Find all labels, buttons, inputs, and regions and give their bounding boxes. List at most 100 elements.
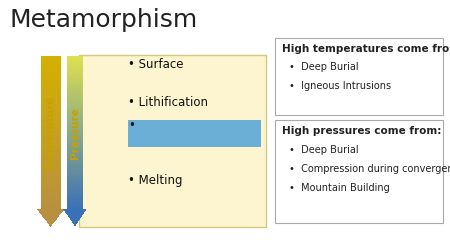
Bar <box>67 125 83 127</box>
Bar <box>40 169 61 171</box>
Bar <box>67 123 83 125</box>
Bar <box>40 97 61 99</box>
Bar <box>65 212 85 213</box>
Bar <box>67 162 83 163</box>
Bar <box>67 78 83 80</box>
Bar <box>67 141 83 142</box>
Bar <box>40 198 61 200</box>
Bar <box>44 218 57 219</box>
Bar <box>67 60 83 62</box>
Bar <box>67 108 83 110</box>
Bar <box>40 190 61 192</box>
Bar <box>67 120 83 121</box>
Bar <box>67 150 83 152</box>
Bar <box>46 221 55 222</box>
Bar <box>40 99 61 101</box>
Text: •  Compression during convergence: • Compression during convergence <box>289 163 450 173</box>
Text: • Surface: • Surface <box>128 58 184 71</box>
Bar <box>71 220 79 221</box>
Bar <box>45 219 57 220</box>
Bar <box>40 196 61 198</box>
Bar <box>67 207 83 209</box>
Bar <box>40 184 61 186</box>
Bar <box>67 110 83 112</box>
Bar <box>67 112 83 114</box>
Bar <box>45 220 56 221</box>
FancyBboxPatch shape <box>274 121 443 223</box>
Bar <box>40 200 61 202</box>
Bar <box>68 215 82 216</box>
Bar <box>65 211 85 212</box>
Bar <box>67 104 83 106</box>
Bar <box>67 158 83 160</box>
FancyBboxPatch shape <box>79 55 266 227</box>
Bar <box>67 181 83 182</box>
Text: • Melting: • Melting <box>128 174 183 187</box>
Bar <box>67 80 83 81</box>
Bar <box>67 205 83 207</box>
Bar <box>67 106 83 108</box>
Bar <box>40 154 61 156</box>
Bar <box>40 112 61 114</box>
Bar <box>40 125 61 127</box>
Text: • Lithification: • Lithification <box>128 96 208 109</box>
Bar <box>40 129 61 131</box>
Bar <box>40 80 61 81</box>
Bar <box>67 198 83 200</box>
Bar <box>40 89 61 91</box>
Bar <box>68 216 82 217</box>
Bar <box>40 150 61 152</box>
Bar <box>39 211 63 212</box>
Bar <box>67 148 83 150</box>
Bar <box>67 154 83 156</box>
Bar <box>67 214 83 215</box>
Bar <box>40 156 61 158</box>
Bar <box>67 89 83 91</box>
Text: Pressure: Pressure <box>70 107 80 159</box>
Bar <box>67 137 83 139</box>
Bar <box>43 217 58 218</box>
Bar <box>67 93 83 95</box>
Bar <box>40 186 61 188</box>
Bar <box>67 194 83 196</box>
Bar <box>40 160 61 162</box>
Bar <box>67 95 83 97</box>
Bar <box>67 160 83 162</box>
Bar <box>67 173 83 175</box>
Bar <box>40 213 61 214</box>
Bar <box>40 62 61 64</box>
Bar <box>40 101 61 102</box>
Bar <box>40 167 61 169</box>
Bar <box>40 177 61 179</box>
Bar <box>67 146 83 148</box>
Bar <box>40 203 61 205</box>
Bar <box>67 139 83 141</box>
Bar <box>40 173 61 175</box>
Bar <box>73 223 77 224</box>
Bar <box>67 91 83 93</box>
Bar <box>40 68 61 70</box>
Bar <box>40 144 61 146</box>
Bar <box>40 141 61 142</box>
Bar <box>67 102 83 104</box>
Bar <box>40 78 61 80</box>
Bar <box>67 171 83 173</box>
Bar <box>40 74 61 76</box>
Bar <box>40 205 61 207</box>
Bar <box>67 177 83 179</box>
Bar <box>67 121 83 123</box>
Bar <box>67 186 83 188</box>
Bar <box>40 120 61 121</box>
Bar <box>50 226 51 227</box>
Bar <box>67 87 83 89</box>
Bar <box>67 156 83 158</box>
Bar <box>40 87 61 89</box>
Bar <box>67 99 83 101</box>
Bar <box>67 85 83 87</box>
Bar <box>40 165 61 167</box>
Bar <box>74 225 76 226</box>
Bar <box>40 66 61 68</box>
Bar <box>67 202 83 203</box>
FancyBboxPatch shape <box>274 39 443 116</box>
Bar <box>48 223 53 224</box>
